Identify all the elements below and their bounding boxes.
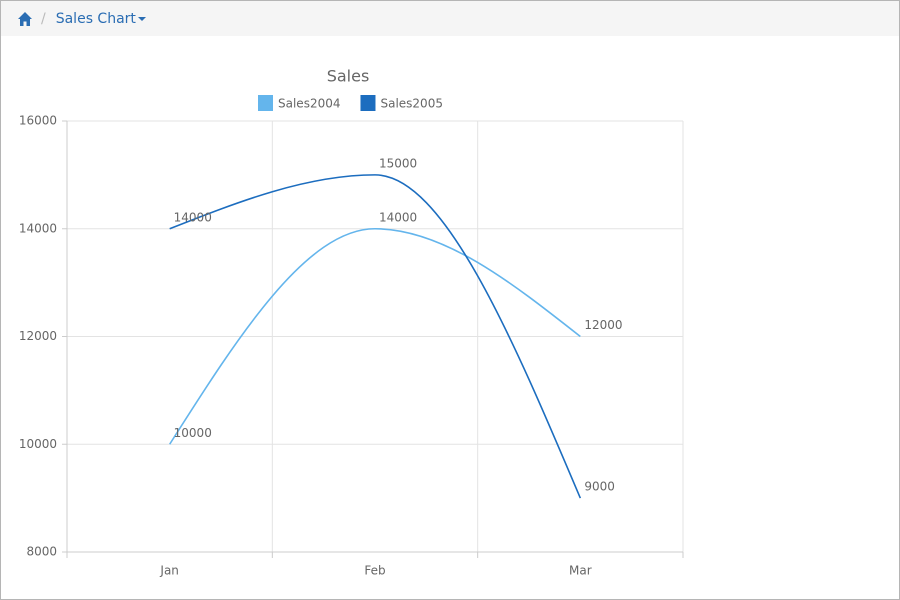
x-tick-label: Mar (569, 564, 592, 578)
data-label: 14000 (174, 210, 212, 224)
y-tick-label: 12000 (19, 329, 57, 343)
home-icon[interactable] (17, 11, 33, 27)
y-tick-label: 16000 (19, 114, 57, 128)
data-label: 12000 (584, 318, 622, 332)
y-tick-label: 8000 (26, 545, 57, 559)
line (169, 174, 582, 499)
x-tick-label: Feb (364, 564, 385, 578)
data-label: 9000 (584, 480, 615, 494)
legend-label: Sales2005 (380, 97, 442, 111)
data-label: 15000 (379, 156, 417, 170)
data-label: 10000 (174, 426, 212, 440)
line (168, 227, 581, 445)
x-tick-label: Jan (159, 564, 179, 578)
y-tick-label: 14000 (19, 221, 57, 235)
legend-swatch (258, 95, 273, 111)
breadcrumb-label[interactable]: Sales Chart (55, 10, 136, 27)
breadcrumb: / Sales Chart (1, 1, 899, 36)
chart-title: Sales (327, 67, 370, 86)
legend-label: Sales2004 (278, 97, 340, 111)
y-tick-label: 10000 (19, 437, 57, 451)
data-label: 14000 (379, 210, 417, 224)
legend-swatch (360, 95, 376, 111)
